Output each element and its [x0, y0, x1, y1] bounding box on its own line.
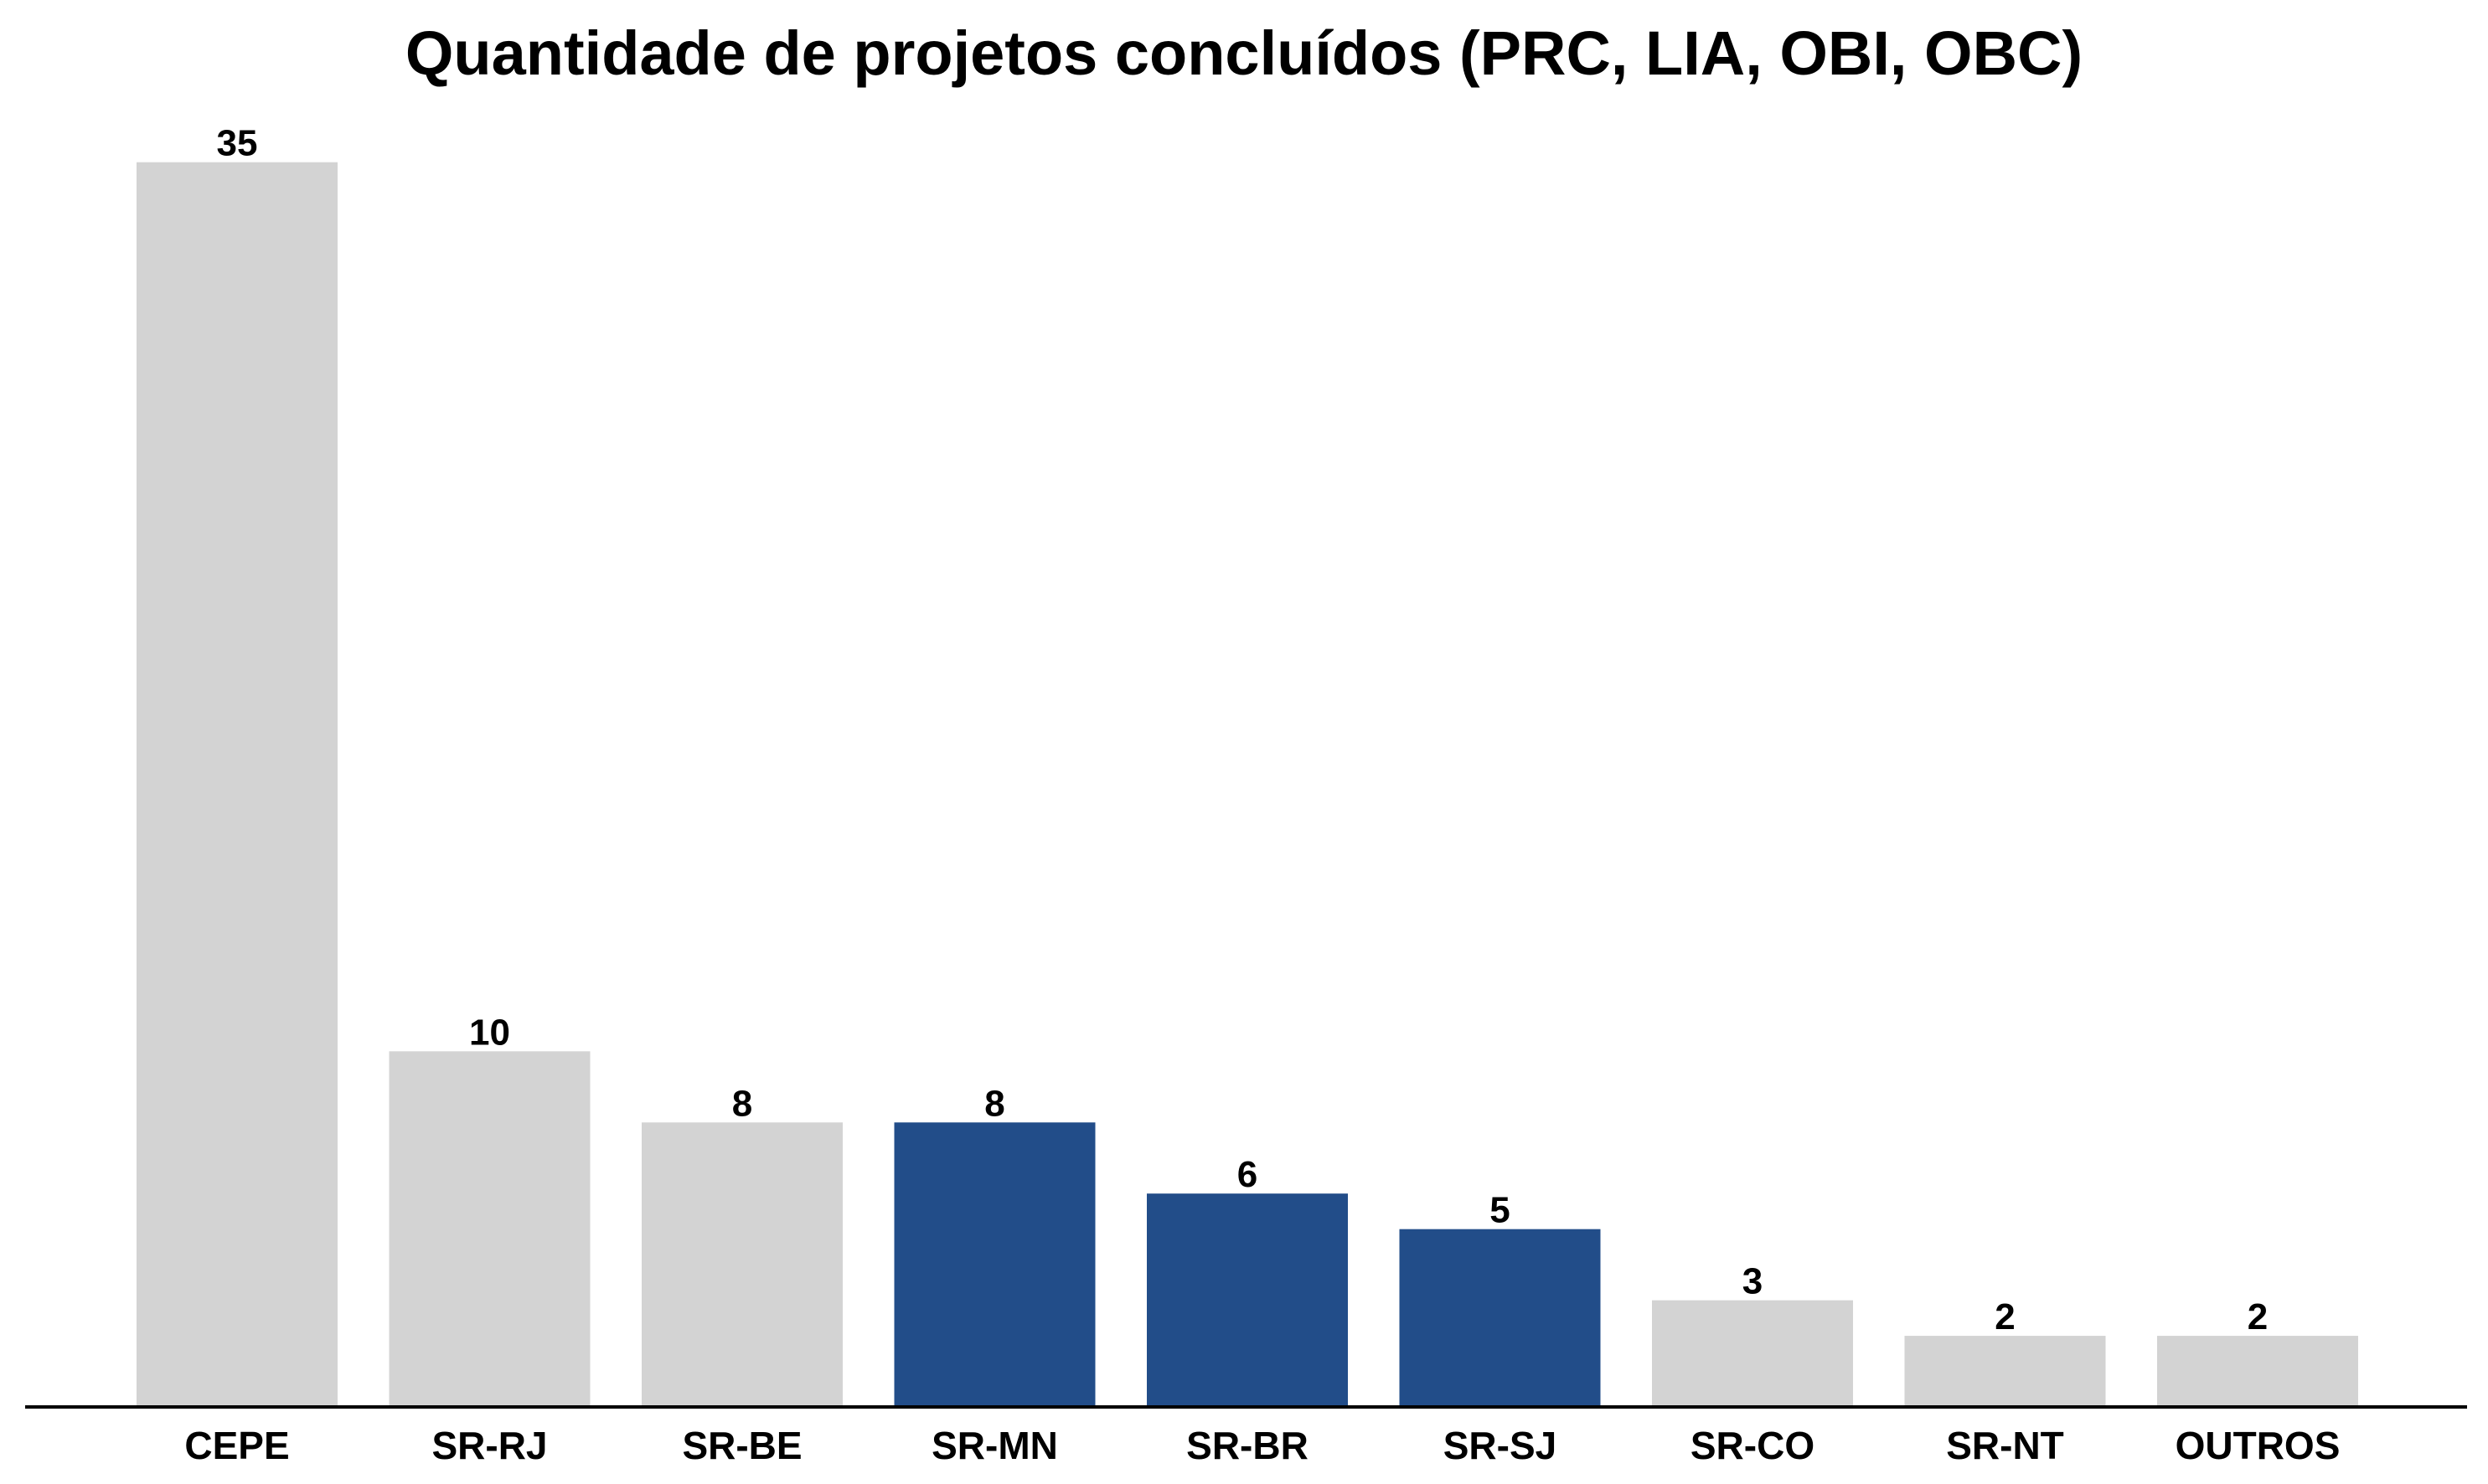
x-tick-label-sr-be: SR-BE	[682, 1424, 802, 1467]
x-tick-label-sr-sj: SR-SJ	[1443, 1424, 1556, 1467]
data-label-outros: 2	[2248, 1296, 2268, 1337]
data-label-sr-co: 3	[1742, 1261, 1763, 1302]
bar-sr-nt	[1904, 1336, 2106, 1407]
x-tick-label-sr-rj: SR-RJ	[431, 1424, 547, 1467]
x-tick-label-cepe: CEPE	[184, 1424, 289, 1467]
bar-sr-be	[642, 1122, 843, 1407]
data-label-sr-br: 6	[1237, 1154, 1257, 1195]
bar-outros	[2157, 1336, 2358, 1407]
bar-cepe	[137, 162, 338, 1408]
data-label-sr-rj: 10	[469, 1012, 510, 1053]
x-tick-label-sr-co: SR-CO	[1690, 1424, 1814, 1467]
data-label-sr-mn: 8	[984, 1083, 1004, 1124]
bar-sr-sj	[1399, 1229, 1601, 1407]
bar-sr-rj	[389, 1051, 591, 1407]
x-tick-label-sr-nt: SR-NT	[1946, 1424, 2064, 1467]
data-label-sr-be: 8	[732, 1083, 752, 1124]
x-tick-labels-layer: CEPE SR-RJ SR-BE SR-MN SR-BR SR-SJ SR-CO SR-NT O…	[184, 1424, 2340, 1467]
chart-title: Quantidade de projetos concluídos (PRC, …	[405, 18, 2083, 88]
data-label-cepe: 35	[217, 123, 258, 164]
data-label-sr-nt: 2	[1995, 1296, 2015, 1337]
x-tick-label-outros: OUTROS	[2176, 1424, 2341, 1467]
bar-sr-co	[1652, 1300, 1853, 1407]
data-label-sr-sj: 5	[1489, 1190, 1510, 1231]
bars-layer	[137, 162, 2358, 1408]
x-tick-label-sr-br: SR-BR	[1186, 1424, 1309, 1467]
data-labels-layer: 35 10 8 8 6 5 3 2 2	[217, 123, 2269, 1337]
bar-sr-br	[1147, 1193, 1348, 1407]
x-tick-label-sr-mn: SR-MN	[932, 1424, 1058, 1467]
bar-sr-mn	[894, 1122, 1096, 1407]
